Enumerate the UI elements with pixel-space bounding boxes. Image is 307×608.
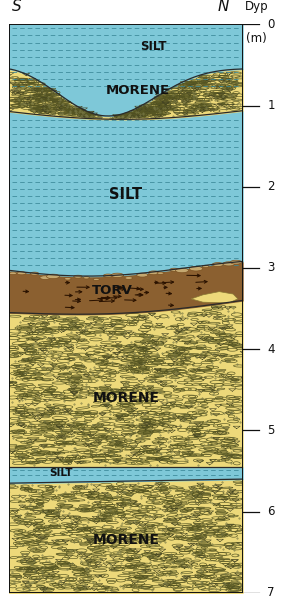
Text: S: S: [12, 0, 21, 14]
Circle shape: [125, 277, 133, 279]
Circle shape: [9, 272, 17, 275]
Text: SILT: SILT: [49, 468, 72, 478]
Circle shape: [148, 271, 159, 275]
Circle shape: [83, 277, 90, 279]
Circle shape: [231, 260, 242, 264]
Text: 5: 5: [267, 424, 275, 437]
Text: 2: 2: [267, 180, 275, 193]
Text: SILT: SILT: [109, 187, 142, 202]
Text: 6: 6: [267, 505, 275, 518]
Text: SILT: SILT: [141, 40, 167, 53]
Circle shape: [176, 268, 188, 273]
Text: 7: 7: [267, 586, 275, 599]
Text: 1: 1: [267, 99, 275, 112]
Circle shape: [103, 274, 113, 277]
Text: N: N: [217, 0, 228, 14]
Circle shape: [212, 263, 223, 266]
Circle shape: [223, 262, 235, 266]
Text: MORENE: MORENE: [106, 85, 169, 97]
Circle shape: [93, 278, 99, 280]
Circle shape: [157, 272, 164, 274]
Circle shape: [17, 272, 26, 275]
Text: 4: 4: [267, 343, 275, 356]
Text: 0: 0: [267, 18, 275, 31]
Circle shape: [64, 278, 71, 280]
Circle shape: [74, 275, 82, 278]
Circle shape: [46, 274, 59, 278]
Circle shape: [40, 276, 51, 280]
Circle shape: [202, 265, 209, 268]
Text: TORV: TORV: [91, 284, 132, 297]
Circle shape: [189, 266, 203, 271]
Text: Dyp: Dyp: [245, 0, 268, 13]
Text: 3: 3: [267, 261, 275, 274]
Text: (m): (m): [246, 32, 267, 46]
Circle shape: [111, 273, 124, 277]
Circle shape: [30, 272, 39, 275]
Text: MORENE: MORENE: [92, 391, 159, 405]
Polygon shape: [191, 292, 238, 303]
Text: MORENE: MORENE: [92, 533, 159, 547]
Circle shape: [137, 273, 148, 277]
Circle shape: [170, 268, 179, 271]
